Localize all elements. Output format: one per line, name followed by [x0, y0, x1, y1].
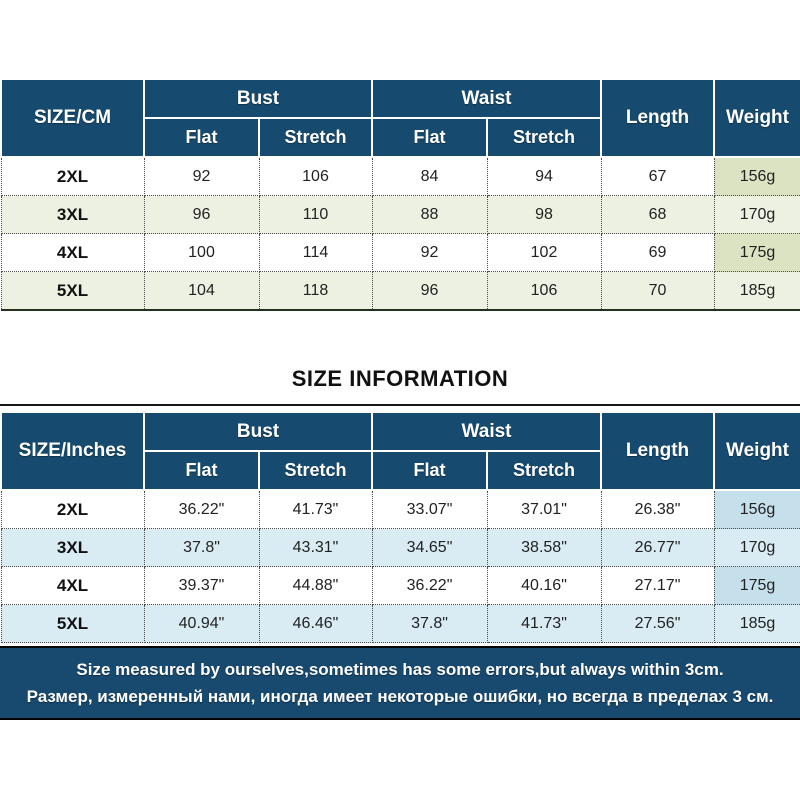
value-cell: 92	[143, 156, 260, 196]
value-cell: 41.73"	[486, 604, 602, 643]
value-cell: 104	[143, 271, 260, 311]
table-row: 2XL 36.22" 41.73" 33.07" 37.01" 26.38" 1…	[0, 489, 800, 529]
in-corner-header: SIZE/Inches	[0, 411, 145, 491]
value-cell: 36.22"	[371, 566, 488, 605]
cm-corner-header: SIZE/CM	[0, 78, 145, 158]
size-cell: 4XL	[0, 233, 145, 272]
value-cell: 84	[371, 156, 488, 196]
size-cell: 3XL	[0, 528, 145, 567]
value-cell: 44.88"	[258, 566, 373, 605]
value-cell: 26.38"	[600, 489, 715, 529]
cm-waist-flat-header: Flat	[371, 117, 489, 158]
value-cell: 46.46"	[258, 604, 373, 643]
note-line-english: Size measured by ourselves,sometimes has…	[76, 659, 724, 679]
value-cell: 27.17"	[600, 566, 715, 605]
in-bust-stretch-header: Stretch	[257, 450, 374, 491]
weight-cell: 170g	[713, 195, 800, 234]
cm-bust-group-header: Bust	[142, 78, 374, 119]
value-cell: 94	[486, 156, 602, 196]
value-cell: 33.07"	[371, 489, 488, 529]
value-cell: 26.77"	[600, 528, 715, 567]
size-cell: 2XL	[0, 489, 145, 529]
weight-cell: 175g	[713, 566, 800, 605]
table-row: 2XL 92 106 84 94 67 156g	[0, 156, 800, 196]
value-cell: 40.16"	[486, 566, 602, 605]
note-line-russian: Размер, измеренный нами, иногда имеет не…	[26, 686, 774, 706]
value-cell: 37.01"	[486, 489, 602, 529]
value-cell: 100	[143, 233, 260, 272]
in-length-header: Length	[600, 411, 716, 491]
weight-cell: 170g	[713, 528, 800, 567]
size-table-cm: SIZE/CM Bust Waist Length Weight Flat St…	[0, 78, 800, 311]
value-cell: 41.73"	[258, 489, 373, 529]
cm-waist-stretch-header: Stretch	[486, 117, 603, 158]
value-cell: 40.94"	[143, 604, 260, 643]
in-waist-stretch-header: Stretch	[486, 450, 603, 491]
value-cell: 27.56"	[600, 604, 715, 643]
value-cell: 96	[371, 271, 488, 311]
weight-cell: 156g	[713, 156, 800, 196]
cm-length-header: Length	[600, 78, 716, 158]
weight-cell: 185g	[713, 604, 800, 643]
value-cell: 39.37"	[143, 566, 260, 605]
cm-bust-flat-header: Flat	[143, 117, 260, 158]
value-cell: 37.8"	[143, 528, 260, 567]
weight-cell: 185g	[713, 271, 800, 311]
in-waist-flat-header: Flat	[371, 450, 489, 491]
size-cell: 2XL	[0, 156, 145, 196]
cm-weight-header: Weight	[713, 78, 800, 158]
weight-cell: 175g	[713, 233, 800, 272]
value-cell: 68	[600, 195, 715, 234]
value-cell: 118	[258, 271, 373, 311]
value-cell: 36.22"	[143, 489, 260, 529]
size-cell: 3XL	[0, 195, 145, 234]
size-cell: 5XL	[0, 271, 145, 311]
in-bust-group-header: Bust	[142, 411, 374, 452]
value-cell: 69	[600, 233, 715, 272]
in-bust-flat-header: Flat	[143, 450, 260, 491]
value-cell: 88	[371, 195, 488, 234]
value-cell: 67	[600, 156, 715, 196]
value-cell: 70	[600, 271, 715, 311]
table-row: 4XL 39.37" 44.88" 36.22" 40.16" 27.17" 1…	[0, 566, 800, 605]
size-table-inches: SIZE/Inches Bust Waist Length Weight Fla…	[0, 411, 800, 643]
value-cell: 92	[371, 233, 488, 272]
value-cell: 37.8"	[371, 604, 488, 643]
value-cell: 114	[258, 233, 373, 272]
table-row: 4XL 100 114 92 102 69 175g	[0, 233, 800, 272]
weight-cell: 156g	[713, 489, 800, 529]
value-cell: 110	[258, 195, 373, 234]
measurement-note-banner: Size measured by ourselves,sometimes has…	[0, 646, 800, 720]
value-cell: 106	[258, 156, 373, 196]
page-title: SIZE INFORMATION	[291, 366, 509, 391]
value-cell: 102	[486, 233, 602, 272]
value-cell: 43.31"	[258, 528, 373, 567]
value-cell: 38.58"	[486, 528, 602, 567]
value-cell: 96	[143, 195, 260, 234]
in-weight-header: Weight	[713, 411, 800, 491]
size-cell: 5XL	[0, 604, 145, 643]
value-cell: 98	[486, 195, 602, 234]
table-row: 3XL 37.8" 43.31" 34.65" 38.58" 26.77" 17…	[0, 528, 800, 567]
cm-waist-group-header: Waist	[371, 78, 603, 119]
divider-line	[0, 404, 800, 406]
value-cell: 34.65"	[371, 528, 488, 567]
table-row: 5XL 104 118 96 106 70 185g	[0, 271, 800, 311]
size-cell: 4XL	[0, 566, 145, 605]
in-waist-group-header: Waist	[371, 411, 603, 452]
table-row: 3XL 96 110 88 98 68 170g	[0, 195, 800, 234]
cm-bust-stretch-header: Stretch	[257, 117, 374, 158]
value-cell: 106	[486, 271, 602, 311]
table-row: 5XL 40.94" 46.46" 37.8" 41.73" 27.56" 18…	[0, 604, 800, 643]
